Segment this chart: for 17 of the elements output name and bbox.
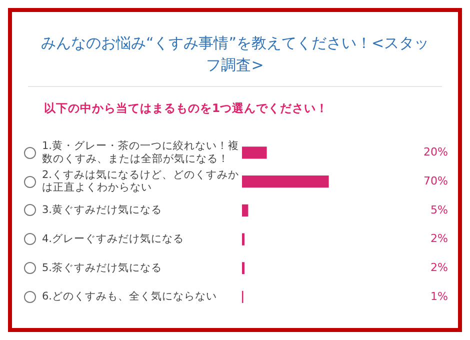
y-tick-label: 6.どのくすみも、全く気にならない [42, 290, 218, 303]
chart-title: みんなのお悩み“くすみ事情”を教えてください！<スタッフ調査> [40, 33, 430, 76]
bar [242, 204, 248, 216]
y-tick-label: 2.くすみは気になるけど、どのくすみかは正直よくわからない [42, 169, 240, 194]
y-tick-label: 3.黄ぐすみだけ気になる [42, 203, 162, 216]
data-label: 5% [430, 203, 448, 216]
y-tick-label: 5.茶ぐすみだけ気になる [42, 260, 162, 274]
data-label: 20% [424, 146, 448, 159]
y-tick-label: 4.グレーぐすみだけ気になる [42, 233, 184, 246]
bar [242, 176, 329, 188]
chart-subtitle: 以下の中から当てはまるものを1つ選んでください！ [43, 100, 330, 117]
data-label: 70% [424, 174, 448, 188]
data-label: 1% [430, 290, 448, 303]
y-tick-label: 1.黄・グレー・茶の一つに絞れない！複数のくすみ、または全部が気になる！ [42, 139, 240, 165]
data-label: 2% [430, 260, 448, 274]
bar [242, 146, 267, 159]
data-label: 2% [430, 232, 448, 246]
